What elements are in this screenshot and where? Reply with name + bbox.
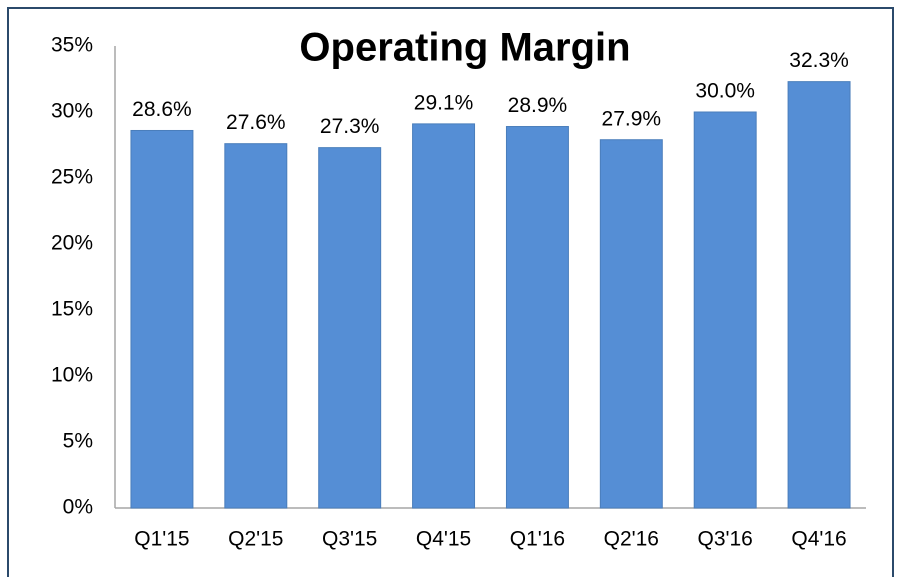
y-tick-label: 30% [51,100,93,123]
value-label: 30.0% [695,80,755,103]
y-tick-label: 35% [51,34,93,57]
bar [505,126,569,509]
x-tick-label: Q3'15 [322,528,377,551]
x-tick-label: Q4'16 [791,528,846,551]
value-label: 28.6% [132,98,192,121]
y-tick-label: 15% [51,298,93,321]
y-tick-label: 5% [63,430,93,453]
chart-title: Operating Margin [299,26,630,70]
x-tick-label: Q1'16 [510,528,565,551]
x-tick-label: Q2'15 [228,528,283,551]
x-tick-label: Q4'15 [416,528,471,551]
bar [412,123,476,509]
bar [224,143,288,509]
value-label: 29.1% [414,91,474,114]
x-tick-label: Q1'15 [134,528,189,551]
bar [318,147,382,509]
x-tick-label: Q2'16 [604,528,659,551]
bar [693,111,757,509]
y-tick-label: 20% [51,232,93,255]
value-label: 32.3% [789,49,849,72]
bar [130,129,194,509]
y-tick-label: 10% [51,364,93,387]
bar [787,81,851,509]
y-tick-label: 0% [63,496,93,519]
value-label: 28.9% [508,94,568,117]
x-tick-label: Q3'16 [697,528,752,551]
bar [599,139,663,509]
y-tick-label: 25% [51,166,93,189]
frame [7,7,894,582]
value-label: 27.6% [226,111,286,134]
value-label: 27.9% [602,107,662,130]
value-label: 27.3% [320,115,380,138]
